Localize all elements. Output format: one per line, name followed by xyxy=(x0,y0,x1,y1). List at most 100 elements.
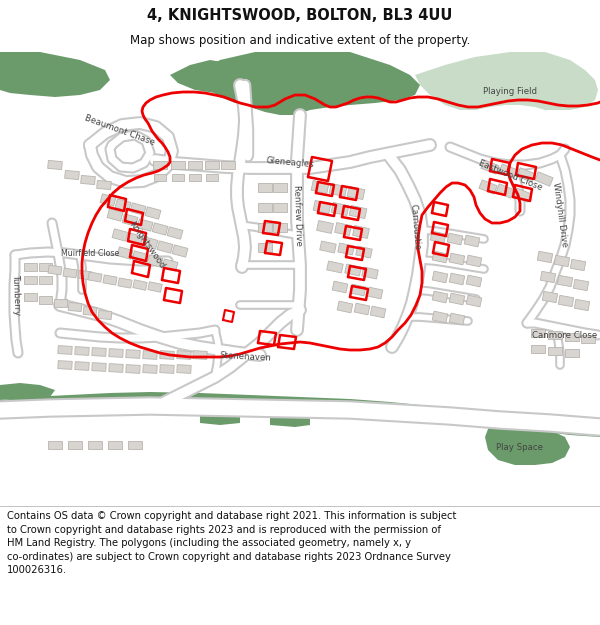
Polygon shape xyxy=(535,172,553,186)
Polygon shape xyxy=(188,161,202,169)
Polygon shape xyxy=(23,293,37,301)
Polygon shape xyxy=(137,219,153,231)
Polygon shape xyxy=(0,52,110,97)
Polygon shape xyxy=(430,231,446,243)
Polygon shape xyxy=(58,346,72,354)
Polygon shape xyxy=(88,272,102,282)
Polygon shape xyxy=(132,251,148,263)
Text: Carnoustie: Carnoustie xyxy=(409,204,422,251)
Polygon shape xyxy=(53,299,67,307)
Polygon shape xyxy=(554,256,569,267)
Polygon shape xyxy=(311,181,329,194)
Polygon shape xyxy=(148,282,162,292)
Polygon shape xyxy=(559,296,574,307)
Polygon shape xyxy=(557,276,572,287)
Polygon shape xyxy=(23,276,37,284)
Polygon shape xyxy=(117,247,133,259)
Polygon shape xyxy=(88,441,102,449)
Polygon shape xyxy=(153,161,167,169)
Polygon shape xyxy=(466,255,482,267)
Polygon shape xyxy=(112,229,128,241)
Polygon shape xyxy=(349,206,367,219)
Polygon shape xyxy=(221,161,235,169)
Polygon shape xyxy=(350,284,366,296)
Polygon shape xyxy=(92,362,106,371)
Polygon shape xyxy=(38,276,52,284)
Polygon shape xyxy=(145,207,161,219)
Polygon shape xyxy=(548,347,562,355)
Polygon shape xyxy=(338,243,354,255)
Polygon shape xyxy=(335,222,352,236)
Polygon shape xyxy=(273,202,287,211)
Polygon shape xyxy=(356,246,372,258)
Polygon shape xyxy=(147,255,163,267)
Text: 4, KNIGHTSWOOD, BOLTON, BL3 4UU: 4, KNIGHTSWOOD, BOLTON, BL3 4UU xyxy=(148,8,452,23)
Polygon shape xyxy=(109,349,123,358)
Polygon shape xyxy=(152,223,168,235)
Polygon shape xyxy=(154,174,166,181)
Polygon shape xyxy=(48,441,62,449)
Polygon shape xyxy=(130,203,146,215)
Polygon shape xyxy=(258,222,272,231)
Polygon shape xyxy=(115,199,131,211)
Polygon shape xyxy=(0,392,600,437)
Text: Playing Field: Playing Field xyxy=(483,88,537,96)
Polygon shape xyxy=(329,184,347,196)
Polygon shape xyxy=(97,181,112,189)
Polygon shape xyxy=(327,261,343,273)
Polygon shape xyxy=(541,271,556,282)
Polygon shape xyxy=(273,182,287,191)
Polygon shape xyxy=(0,383,55,400)
Polygon shape xyxy=(200,413,240,425)
Polygon shape xyxy=(432,271,448,283)
Polygon shape xyxy=(447,233,463,245)
Polygon shape xyxy=(100,194,116,206)
Polygon shape xyxy=(317,221,334,234)
Polygon shape xyxy=(449,253,465,265)
Polygon shape xyxy=(466,275,482,287)
Polygon shape xyxy=(109,364,123,372)
Polygon shape xyxy=(337,301,353,313)
Polygon shape xyxy=(449,273,465,285)
Text: Turnberry: Turnberry xyxy=(11,274,21,316)
Polygon shape xyxy=(432,291,448,303)
Polygon shape xyxy=(48,265,62,275)
Polygon shape xyxy=(47,161,62,169)
Polygon shape xyxy=(571,259,586,271)
Polygon shape xyxy=(313,201,331,214)
Text: Eastwood Close: Eastwood Close xyxy=(477,158,543,192)
Polygon shape xyxy=(142,237,158,249)
Polygon shape xyxy=(162,259,178,271)
Polygon shape xyxy=(103,275,117,285)
Polygon shape xyxy=(157,241,173,253)
Polygon shape xyxy=(332,281,348,293)
Polygon shape xyxy=(449,313,465,325)
Polygon shape xyxy=(170,60,255,93)
Polygon shape xyxy=(143,364,157,373)
Polygon shape xyxy=(531,329,545,337)
Polygon shape xyxy=(481,160,499,174)
Polygon shape xyxy=(38,263,52,271)
Polygon shape xyxy=(98,311,112,319)
Polygon shape xyxy=(126,364,140,373)
Polygon shape xyxy=(68,302,82,311)
Polygon shape xyxy=(107,209,123,221)
Polygon shape xyxy=(432,251,448,263)
Polygon shape xyxy=(280,60,315,80)
Polygon shape xyxy=(367,287,383,299)
Text: Stonehaven: Stonehaven xyxy=(219,351,271,363)
Polygon shape xyxy=(122,214,138,226)
Polygon shape xyxy=(171,161,185,169)
Polygon shape xyxy=(75,347,89,356)
Polygon shape xyxy=(38,296,52,304)
Polygon shape xyxy=(172,245,188,257)
Polygon shape xyxy=(538,251,553,262)
Polygon shape xyxy=(23,263,37,271)
Polygon shape xyxy=(160,364,174,373)
Polygon shape xyxy=(68,441,82,449)
Polygon shape xyxy=(565,333,579,341)
Text: Map shows position and indicative extent of the property.: Map shows position and indicative extent… xyxy=(130,34,470,47)
Polygon shape xyxy=(347,186,365,199)
Text: Play Space: Play Space xyxy=(497,442,544,451)
Polygon shape xyxy=(258,182,272,191)
